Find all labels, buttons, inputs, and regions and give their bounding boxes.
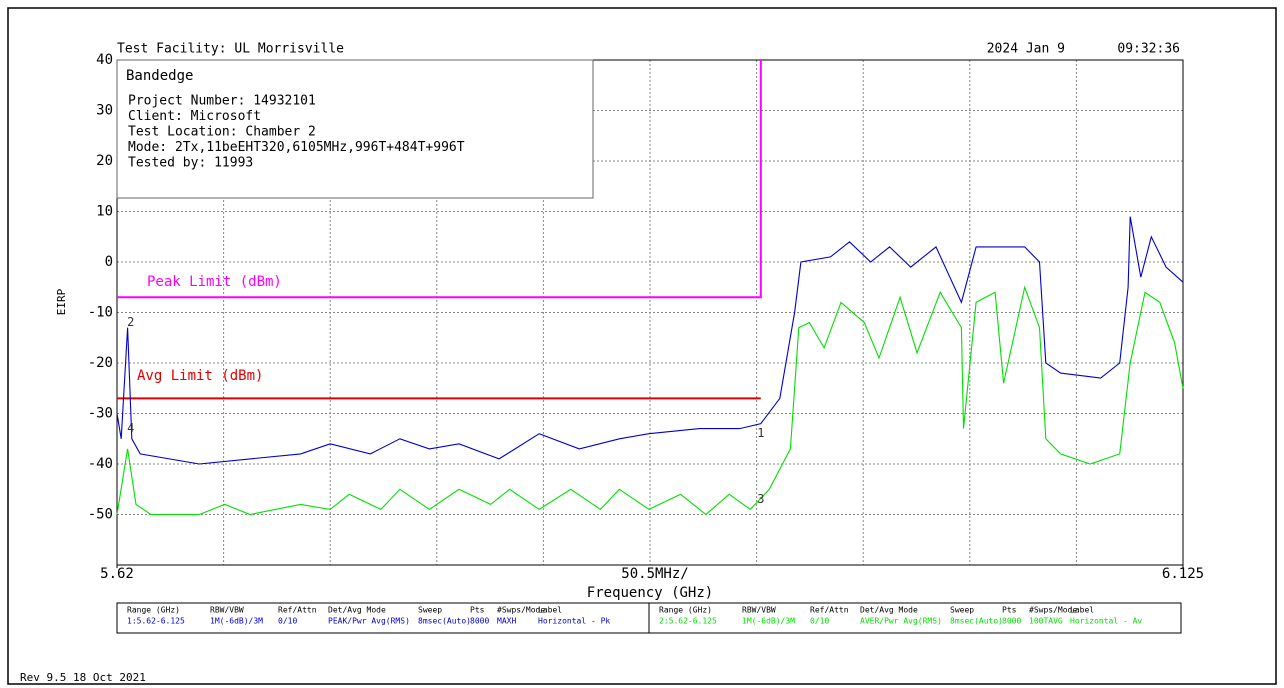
y-tick-label: -20 <box>88 355 113 371</box>
info-line: Test Location: Chamber 2 <box>128 125 316 140</box>
settings-cell: 100TAVG <box>1029 617 1063 626</box>
info-line: Project Number: 14932101 <box>128 94 316 109</box>
settings-header: Label <box>538 606 562 615</box>
settings-header: Range (GHz) <box>127 606 180 615</box>
y-tick-label: -40 <box>88 456 113 472</box>
info-line: Tested by: 11993 <box>128 156 253 171</box>
time: 09:32:36 <box>1117 42 1180 57</box>
settings-cell: 2:5.62-6.125 <box>659 617 717 626</box>
settings-header: Det/Avg Mode <box>860 606 918 615</box>
info-title: Bandedge <box>126 68 193 84</box>
y-tick-label: 20 <box>96 153 113 169</box>
settings-cell: 0/10 <box>810 617 829 626</box>
settings-block <box>116 602 650 634</box>
settings-cell: 8msec(Auto) <box>418 617 471 626</box>
settings-cell: 8msec(Auto) <box>950 617 1003 626</box>
info-line: Mode: 2Tx,11beEHT320,6105MHz,996T+484T+9… <box>128 140 465 155</box>
y-tick-label: -10 <box>88 305 113 321</box>
info-line: Client: Microsoft <box>128 109 261 124</box>
y-tick-label: -30 <box>88 406 113 422</box>
settings-header: #Swps/Mode <box>497 606 545 615</box>
marker-label: 3 <box>757 492 764 506</box>
settings-header: Pts <box>470 606 485 615</box>
settings-cell: PEAK/Pwr Avg(RMS) <box>328 617 410 626</box>
settings-header: Label <box>1070 606 1094 615</box>
footer: Rev 9.5 18 Oct 2021 <box>20 671 146 684</box>
settings-header: RBW/VBW <box>210 606 244 615</box>
series-line <box>117 60 762 299</box>
settings-cell: 8000 <box>1002 617 1021 626</box>
y-tick-label: 40 <box>96 52 113 68</box>
settings-cell: MAXH <box>497 617 516 626</box>
settings-header: Ref/Attn <box>810 606 849 615</box>
settings-header: RBW/VBW <box>742 606 776 615</box>
x-tick-label: 5.62 <box>100 566 134 582</box>
x-axis-label: Frequency (GHz) <box>587 585 713 601</box>
settings-header: Sweep <box>950 606 974 615</box>
settings-header: #Swps/Mode <box>1029 606 1077 615</box>
limit-label: Peak Limit (dBm) <box>147 274 282 290</box>
limit-label: Avg Limit (dBm) <box>137 368 263 384</box>
settings-header: Range (GHz) <box>659 606 712 615</box>
marker-label: 4 <box>127 421 134 435</box>
settings-cell: AVER/Pwr Avg(RMS) <box>860 617 942 626</box>
settings-header: Det/Avg Mode <box>328 606 386 615</box>
settings-header: Ref/Attn <box>278 606 317 615</box>
settings-cell: 1M(-6dB)/3M <box>742 617 795 626</box>
marker-label: 2 <box>127 315 134 329</box>
y-tick-label: 10 <box>96 204 113 220</box>
settings-header: Pts <box>1002 606 1017 615</box>
y-axis-label: EIRP <box>55 288 68 315</box>
date: 2024 Jan 9 <box>987 42 1065 57</box>
series-line <box>116 285 1184 516</box>
y-tick-label: 0 <box>105 254 113 270</box>
settings-cell: 1M(-6dB)/3M <box>210 617 263 626</box>
series-line <box>116 216 1184 465</box>
y-tick-label: -50 <box>88 507 113 523</box>
x-tick-label: 6.125 <box>1162 566 1204 582</box>
settings-block <box>648 602 1182 634</box>
settings-cell: 1:5.62-6.125 <box>127 617 185 626</box>
settings-header: Sweep <box>418 606 442 615</box>
info-box <box>116 59 594 199</box>
settings-cell: 8000 <box>470 617 489 626</box>
facility: Test Facility: UL Morrisville <box>117 42 344 57</box>
y-tick-label: 30 <box>96 103 113 119</box>
marker-label: 1 <box>757 426 764 440</box>
plot-frame <box>116 59 1184 566</box>
settings-cell: Horizontal - Pk <box>538 617 610 626</box>
settings-cell: Horizontal - Av <box>1070 617 1142 626</box>
settings-cell: 0/10 <box>278 617 297 626</box>
span-label: 50.5MHz/ <box>621 566 688 582</box>
